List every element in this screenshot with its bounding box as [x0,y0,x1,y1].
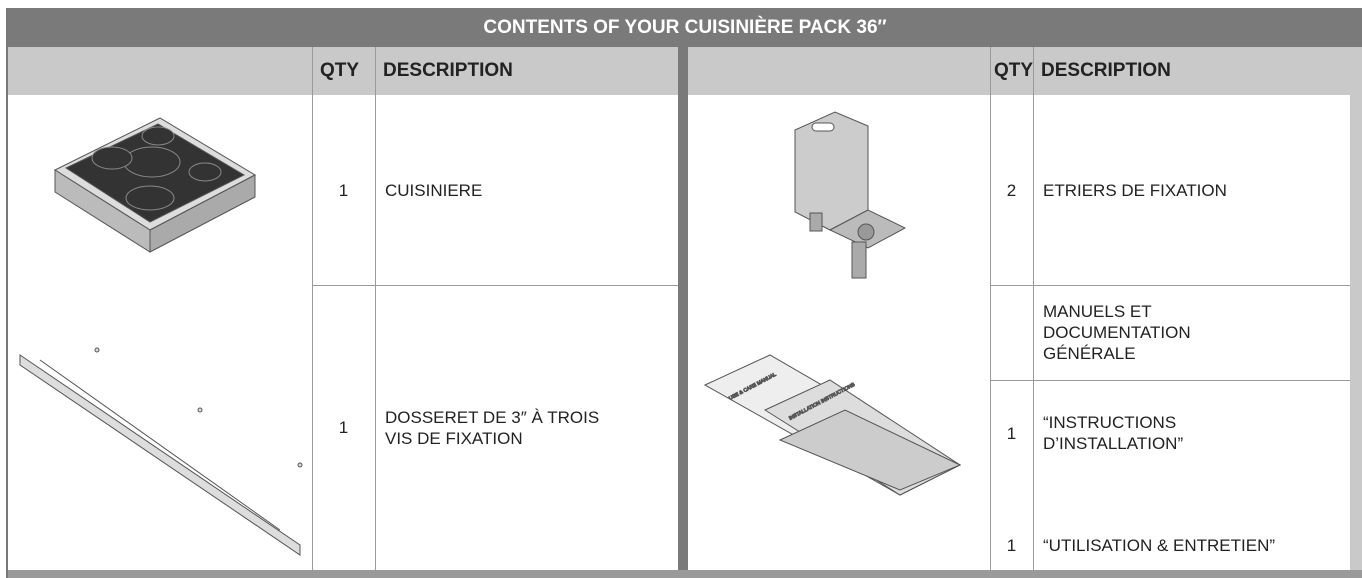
illustration-label: USE & CARE MANUAL [728,372,777,402]
backguard-illustration [19,347,303,556]
header-description: DESCRIPTION [1033,47,1350,95]
description: ETRIERS DE FIXATION [1043,180,1227,200]
header-description: DESCRIPTION [375,47,678,95]
line [312,47,313,570]
line [312,285,678,286]
title-bar: CONTENTS OF YOUR CUISINIÈRE PACK 36″ [8,8,1362,47]
description: MANUELS ET DOCUMENTATION GÉNÉRALE [1043,302,1191,363]
divider [678,47,688,570]
description: CUISINIERE [385,180,483,200]
range-illustration [53,117,257,253]
line [990,285,1350,286]
description: “UTILISATION & ENTRETIEN” [1043,535,1276,555]
header-qty: QTY [990,47,1033,95]
line [990,380,1350,381]
title: CONTENTS OF YOUR CUISINIÈRE PACK 36″ [483,16,887,38]
line [990,47,991,570]
manuals-illustration: USE & CARE MANUAL INSTALLATION INSTRUCTI… [703,354,962,496]
bottom-bar [8,570,1362,578]
description: DOSSERET DE 3″ À TROIS VIS DE FIXATION [385,407,600,448]
qty: 1 [1006,535,1017,555]
illustration-label: INSTALLATION INSTRUCTIONS [788,382,856,422]
qty: 1 [338,418,349,437]
bracket-illustration [794,111,907,279]
line [1033,47,1034,570]
right-bar [1350,47,1362,578]
qty: 2 [1006,180,1017,200]
description: “INSTRUCTIONS D’INSTALLATION” [1043,413,1184,453]
qty: 1 [338,180,349,200]
header-qty: QTY [312,47,375,95]
left-edge [6,8,8,578]
line [375,47,376,570]
qty: 1 [1006,423,1017,443]
